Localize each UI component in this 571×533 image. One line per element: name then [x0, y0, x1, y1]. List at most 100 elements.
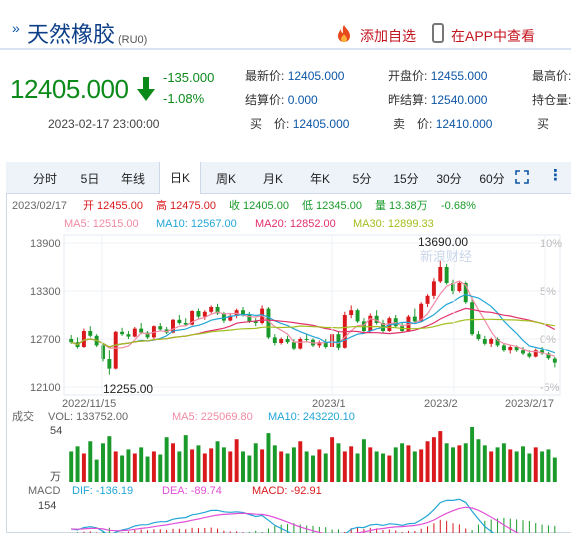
tab-5day[interactable]: 5日: [80, 172, 100, 186]
macd-bar: [134, 529, 136, 533]
tab-5min[interactable]: 5分: [352, 172, 372, 186]
pct-tick-label: 5%: [540, 286, 556, 298]
volume-bar: [470, 427, 475, 482]
candle-body: [457, 283, 462, 291]
price-plot-frame: [63, 234, 561, 396]
candle-body: [126, 334, 131, 337]
macd-bar: [535, 523, 537, 533]
volume-bar: [317, 449, 322, 482]
ohlc-close: 收 12405.00: [229, 198, 289, 212]
volume-bar: [126, 449, 131, 482]
macd-bar: [166, 529, 168, 533]
volume-bar: [381, 453, 385, 482]
ma10-legend: MA10: 12567.00: [156, 218, 237, 230]
macd-bar: [554, 525, 556, 533]
volume-bar: [120, 455, 125, 482]
volume-bar: [171, 443, 175, 482]
macd-bar: [185, 529, 187, 533]
volume-bar: [139, 447, 144, 482]
tab-timeshare[interactable]: 分时: [32, 172, 57, 186]
more-icon[interactable]: ⋮: [548, 167, 563, 184]
pct-tick-label: 0%: [540, 334, 556, 346]
macd-bar: [267, 528, 269, 533]
tab-yearly-k[interactable]: 年K: [309, 172, 330, 186]
add-favorite-link[interactable]: 添加自选: [360, 28, 416, 44]
candle-body: [202, 311, 207, 317]
candle-body: [482, 339, 487, 344]
candle-body: [221, 313, 226, 321]
dif-line: [71, 498, 495, 533]
ma30-line: [70, 318, 555, 348]
tab-daily-k[interactable]: 日K: [159, 162, 201, 194]
volume-bar: [145, 456, 150, 482]
ohlc-date: 2023/02/17: [12, 200, 67, 212]
volume-bar: [101, 443, 105, 482]
x-tick-label: 2023/2: [424, 398, 458, 410]
y-tick-label: 13300: [30, 286, 61, 298]
view-in-app-link[interactable]: 在APP中查看: [451, 28, 536, 44]
volume-bar: [521, 446, 525, 482]
tab-15min[interactable]: 15分: [393, 172, 419, 186]
y-tick-label: 12100: [30, 382, 61, 394]
ohlc-high: 高 12475.00: [156, 198, 216, 212]
volume-bar: [151, 451, 156, 482]
price-change: -135.000: [163, 70, 215, 85]
vol-ymax: 54: [50, 425, 62, 437]
vol-ma10-legend: MA10: 243220.10: [268, 411, 355, 423]
volume-bar: [438, 431, 443, 482]
volume-bar: [132, 453, 137, 482]
macd-bar: [312, 525, 314, 533]
tab-30min[interactable]: 30分: [436, 172, 462, 186]
macd-bar: [83, 531, 85, 533]
candle-body: [470, 302, 475, 335]
vol-unit: 万: [50, 471, 61, 483]
macd-bar: [427, 526, 429, 533]
volume-bar: [221, 447, 226, 482]
tab-weekly-k[interactable]: 周K: [215, 172, 236, 186]
macd-bar: [497, 518, 499, 533]
volume-bar: [202, 453, 207, 482]
tab-year-line[interactable]: 年线: [120, 172, 145, 186]
watermark: 新浪财经: [420, 249, 472, 264]
volume-bar: [190, 449, 195, 482]
macd-bar: [541, 524, 543, 533]
title-bar: » 天然橡胶 (RU0) 添加自选 在APP中查看: [0, 0, 571, 50]
volume-bar: [94, 459, 99, 482]
candle-body: [368, 315, 373, 331]
volume-bar: [183, 435, 188, 482]
macd-bar: [337, 529, 339, 533]
volume-bar: [69, 451, 74, 482]
volume-bar: [330, 437, 335, 482]
candle-body: [113, 331, 118, 369]
candle-body: [552, 358, 557, 363]
tab-monthly-k[interactable]: 月K: [262, 172, 283, 186]
tab-60min[interactable]: 60分: [479, 172, 505, 186]
macd-bar: [382, 530, 384, 533]
volume-bar: [241, 451, 245, 482]
volume-bar: [482, 445, 487, 482]
expand-icon[interactable]: [515, 170, 529, 184]
candle-body: [196, 311, 201, 317]
volume-bar: [546, 449, 551, 482]
volume-bar: [177, 451, 182, 482]
volume-bar: [406, 445, 411, 482]
quote-timestamp: 2023-02-17 23:00:00: [48, 117, 160, 131]
candle-body: [101, 345, 105, 359]
volume-bar: [234, 439, 239, 482]
volume-bar: [451, 447, 455, 482]
candle-body: [304, 339, 309, 340]
pct-tick-label: 10%: [540, 238, 562, 250]
volume-bar: [489, 451, 494, 482]
macd-bar: [255, 530, 257, 533]
volume-bar: [501, 443, 506, 482]
macd-bar: [261, 531, 263, 533]
macd-bar: [325, 527, 327, 533]
vol-legend: VOL: 133752.00: [48, 411, 128, 423]
macd-bar: [147, 530, 149, 533]
down-arrow-icon: [137, 77, 155, 101]
macd-ymax: 154: [38, 500, 56, 512]
candle-body: [190, 311, 195, 325]
candle-body: [317, 342, 322, 346]
volume-bar: [349, 446, 354, 482]
volume-bar: [215, 441, 220, 482]
